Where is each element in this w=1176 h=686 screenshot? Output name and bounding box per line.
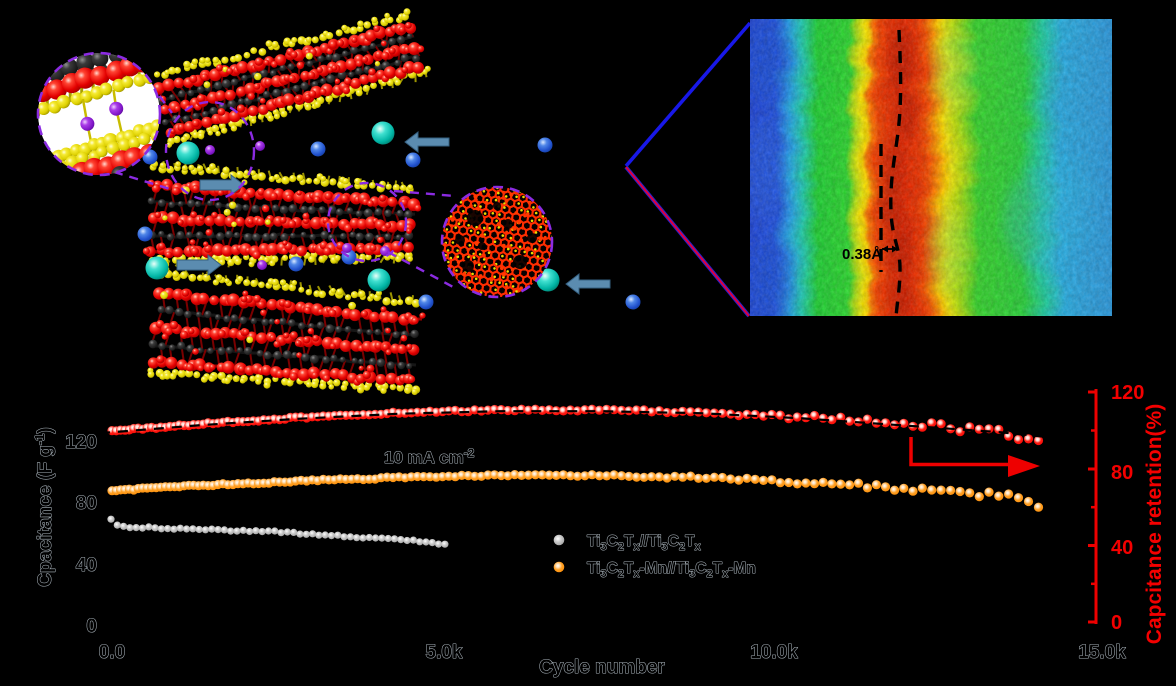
svg-text:40: 40 <box>76 555 97 576</box>
svg-text:10 mA cm-2: 10 mA cm-2 <box>384 446 475 467</box>
svg-text:120: 120 <box>65 432 97 453</box>
svg-text:Ti3​C2​Tx​//Ti3​C2​Tx​: Ti3​C2​Tx​//Ti3​C2​Tx​ <box>587 533 702 553</box>
svg-text:0.0: 0.0 <box>99 642 125 663</box>
svg-text:0: 0 <box>1111 612 1122 634</box>
svg-text:40: 40 <box>1111 537 1133 559</box>
svg-text:10.0k: 10.0k <box>750 642 798 663</box>
svg-text:Ti3​C2​Tx​-Mn//Ti3​C2​Tx​-Mn: Ti3​C2​Tx​-Mn//Ti3​C2​Tx​-Mn <box>587 560 756 580</box>
svg-text:5.0k: 5.0k <box>426 642 463 663</box>
svg-text:Cpacitance (F g-1): Cpacitance (F g-1) <box>32 427 56 586</box>
svg-text:80: 80 <box>76 493 97 514</box>
svg-text:Capcitance retention(%): Capcitance retention(%) <box>1143 404 1166 644</box>
svg-text:80: 80 <box>1111 462 1133 484</box>
svg-text:0.38Å: 0.38Å <box>842 246 882 263</box>
svg-text:0: 0 <box>86 616 97 637</box>
svg-text:Cycle number: Cycle number <box>539 657 665 678</box>
svg-text:120: 120 <box>1111 382 1144 404</box>
svg-text:15.0k: 15.0k <box>1078 642 1126 663</box>
